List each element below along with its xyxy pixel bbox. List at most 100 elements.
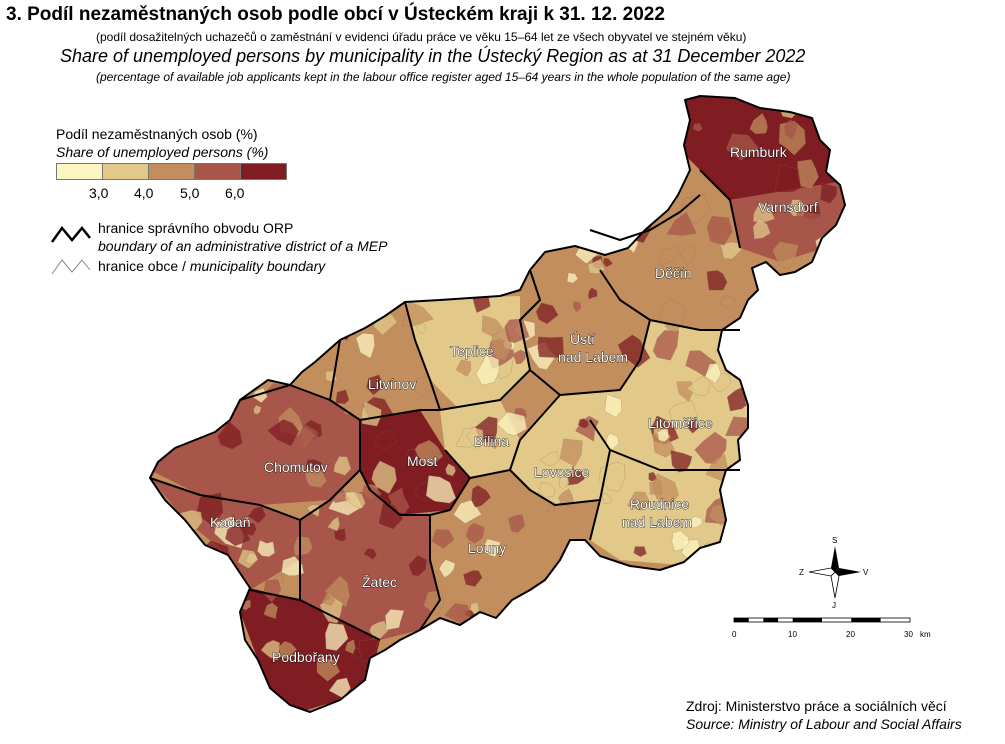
municipality: [204, 204, 222, 224]
municipality: [602, 493, 612, 505]
municipality: [538, 482, 556, 498]
municipality: [316, 657, 341, 682]
municipality: [465, 522, 485, 544]
municipality: [244, 552, 258, 565]
municipality: [502, 698, 512, 707]
scale-tick-10: 10: [788, 630, 797, 639]
municipality: [247, 506, 267, 524]
municipality: [614, 137, 642, 168]
municipality: [227, 500, 248, 519]
municipality: [329, 280, 340, 292]
municipality: [211, 100, 239, 130]
municipality: [540, 174, 555, 190]
municipality: [489, 278, 504, 296]
municipality: [282, 258, 305, 277]
label-decin: Děčín: [655, 265, 692, 281]
municipality: [365, 568, 389, 599]
municipality: [784, 473, 802, 489]
municipality: [259, 690, 278, 712]
map-title: 3. Podíl nezaměstnaných osob podle obcí …: [6, 4, 665, 25]
municipality: [620, 652, 640, 673]
municipality: [198, 441, 212, 451]
label-litomerice: Litoměřice: [648, 415, 713, 431]
municipality: [725, 521, 741, 539]
municipality: [566, 272, 579, 284]
municipality: [377, 181, 390, 197]
municipality: [616, 195, 630, 210]
municipality: [254, 96, 274, 112]
municipality: [563, 96, 586, 110]
municipality: [558, 476, 570, 489]
municipality: [685, 375, 710, 397]
municipality: [558, 488, 574, 507]
municipality: [265, 97, 297, 127]
label-usti-1: Ústí: [570, 331, 595, 347]
municipality: [396, 640, 417, 656]
legend-title: Podíl nezaměstnaných osob (%): [56, 126, 258, 142]
municipality: [659, 260, 681, 282]
municipality: [579, 154, 590, 168]
municipality: [607, 141, 625, 161]
municipality: [345, 492, 366, 509]
municipality: [520, 688, 530, 699]
municipality: [647, 579, 659, 590]
municipality: [657, 428, 669, 442]
municipality: [181, 567, 199, 583]
municipality: [423, 99, 444, 132]
municipality-boundary-symbol: [51, 259, 91, 275]
label-lovosice: Lovosice: [534, 464, 589, 480]
municipality: [327, 516, 340, 532]
municipality: [783, 477, 814, 504]
municipality: [535, 681, 559, 705]
legend-color-scale: [56, 163, 287, 180]
legend-tick-3: 5,0: [180, 185, 200, 201]
municipality: [363, 548, 377, 561]
municipality: [806, 338, 831, 355]
municipality: [320, 302, 342, 319]
legend-class-4: [195, 164, 241, 179]
municipality: [686, 655, 706, 673]
municipality: [734, 346, 752, 369]
municipality: [322, 592, 336, 606]
municipality: [365, 102, 377, 116]
municipality: [779, 658, 812, 685]
municipality: [150, 119, 172, 143]
legend-tick-2: 4,0: [134, 185, 154, 201]
municipality: [293, 536, 313, 556]
municipality: [515, 102, 528, 114]
municipality: [379, 97, 406, 122]
scale-tick-20: 20: [846, 630, 855, 639]
municipality: [431, 157, 458, 178]
municipality: [557, 646, 575, 669]
municipality: [344, 639, 356, 655]
municipality: [408, 555, 427, 577]
municipality: [834, 99, 845, 113]
municipality: [603, 257, 614, 268]
map-subtitle: (podíl dosažitelných uchazečů o zaměstná…: [96, 30, 747, 44]
label-roudnice-1: Roudnice: [630, 496, 689, 512]
municipality: [601, 116, 636, 142]
municipality: [176, 663, 187, 676]
municipality: [804, 288, 827, 309]
municipality: [664, 619, 680, 633]
municipality: [238, 161, 251, 175]
municipality: [285, 207, 308, 234]
municipality: [269, 306, 285, 326]
municipality: [253, 405, 262, 415]
municipality: [667, 653, 685, 673]
compass-south: J: [832, 601, 836, 610]
municipality: [380, 532, 410, 561]
municipality: [743, 344, 760, 360]
municipality: [269, 333, 282, 350]
municipality: [315, 181, 333, 204]
municipality: [251, 387, 268, 403]
municipality: [591, 105, 607, 126]
label-varnsdorf: Varnsdorf: [758, 199, 818, 215]
municipality: [812, 596, 824, 607]
source-text: Zdroj: Ministerstvo práce a sociálních v…: [686, 698, 947, 714]
municipality: [325, 622, 349, 651]
municipality: [267, 419, 300, 447]
municipality: [379, 199, 400, 221]
legend-class-2: [103, 164, 149, 179]
municipality: [151, 328, 166, 341]
